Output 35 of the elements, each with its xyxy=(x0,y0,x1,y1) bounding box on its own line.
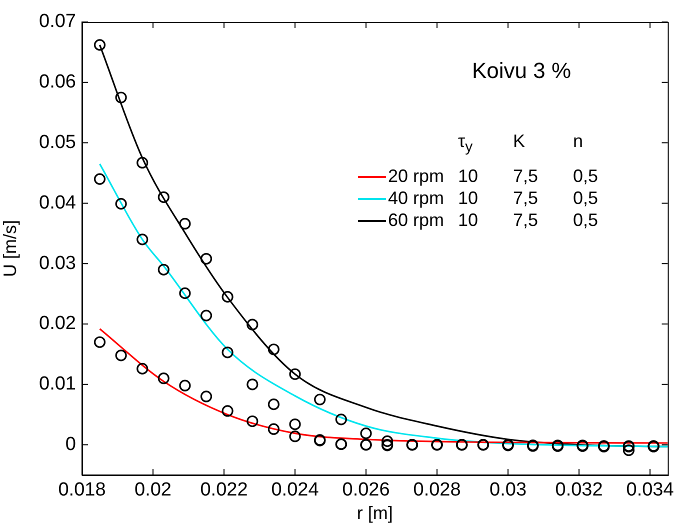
x-tick-label: 0.018 xyxy=(58,480,106,501)
y-tick-label: 0.02 xyxy=(39,313,76,334)
y-tick-label: 0.06 xyxy=(39,72,76,93)
x-tick-label: 0.034 xyxy=(626,480,674,501)
x-tick-label: 0.028 xyxy=(413,480,461,501)
y-tick-label: 0.01 xyxy=(39,374,76,395)
annotation: 0,5 xyxy=(573,208,600,231)
y-tick-label: 0.03 xyxy=(39,252,76,274)
legend-label: 60 rpm xyxy=(387,208,446,231)
annotation: 10 xyxy=(458,208,480,231)
annotation: 7,5 xyxy=(513,186,540,209)
annotation: 0,5 xyxy=(573,164,600,187)
annotation: 0,5 xyxy=(573,186,600,209)
x-tick-label: 0.024 xyxy=(271,480,320,501)
x-tick-label: 0.03 xyxy=(490,480,527,501)
y-tick-label: 0 xyxy=(65,434,76,456)
x-axis-title: r [m] xyxy=(356,503,393,524)
y-tick-label: 0.04 xyxy=(39,192,76,214)
x-tick-label: 0.032 xyxy=(555,480,603,501)
x-tick-label: 0.022 xyxy=(200,480,248,501)
text: Koivu 3 % xyxy=(472,58,572,84)
annotation: 10 xyxy=(458,186,480,209)
y-tick-label: 0.07 xyxy=(39,11,76,32)
x-tick-label: 0.026 xyxy=(342,480,390,501)
annotation: n xyxy=(573,130,584,153)
annotation: K xyxy=(513,130,526,153)
y-axis-title: U [m/s] xyxy=(0,220,20,277)
annotation: 10 xyxy=(458,164,480,187)
y-tick-label: 0.05 xyxy=(39,132,76,154)
annotation: τ$_{y}$ xyxy=(458,130,474,158)
annotation: 7,5 xyxy=(513,208,540,231)
x-tick-label: 0.02 xyxy=(134,480,172,501)
annotation: 7,5 xyxy=(513,164,540,187)
legend-label: 40 rpm xyxy=(387,186,446,209)
legend-label: 20 rpm xyxy=(387,164,446,187)
